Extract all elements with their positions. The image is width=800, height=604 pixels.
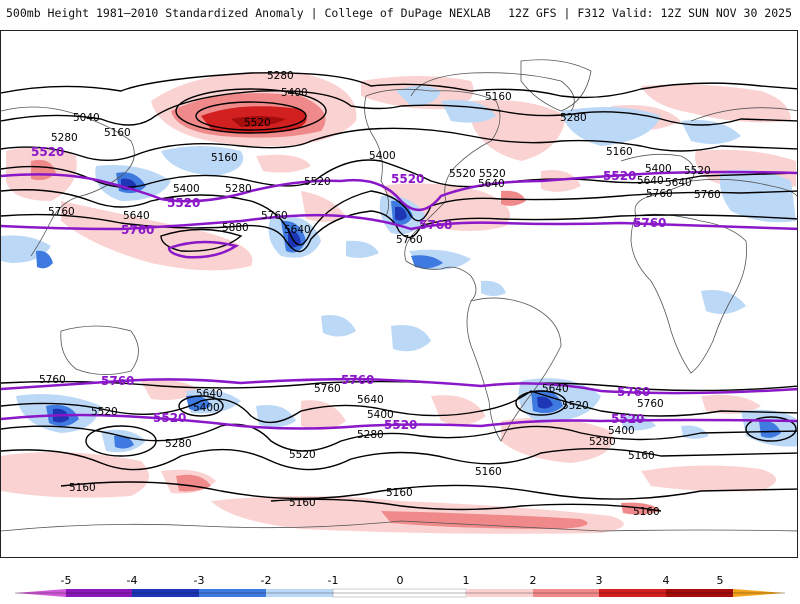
contour-label: 5760 bbox=[637, 398, 664, 410]
key-contour-label: 5520 bbox=[384, 418, 417, 432]
contour-label: 5520 bbox=[289, 449, 316, 461]
contour-label: 5160 bbox=[628, 450, 655, 462]
contour-label: 5640 bbox=[542, 383, 569, 395]
colorbar-tick: -1 bbox=[328, 574, 339, 587]
contour-label: 5400 bbox=[369, 150, 396, 162]
contour-label: 5760 bbox=[261, 210, 288, 222]
colorbar: -5 -4 -3 -2 -1 0 1 2 3 4 5 bbox=[0, 560, 800, 600]
map-title: 500mb Height 1981–2010 Standardized Anom… bbox=[6, 6, 491, 20]
contour-label: 5280 bbox=[560, 112, 587, 124]
contour-label: 5640 bbox=[357, 394, 384, 406]
contour-label: 5400 bbox=[645, 163, 672, 175]
contour-label: 5520 bbox=[91, 406, 118, 418]
contour-label: 5280 bbox=[51, 132, 78, 144]
contour-label: 5760 bbox=[39, 374, 66, 386]
contour-label: 5400 bbox=[173, 183, 200, 195]
colorbar-tick: 5 bbox=[717, 574, 724, 587]
colorbar-tick: 2 bbox=[530, 574, 537, 587]
contour-label: 5520 bbox=[304, 176, 331, 188]
contour-label: 5640 bbox=[637, 175, 664, 187]
contour-label: 5760 bbox=[396, 234, 423, 246]
key-contour-label: 5760 bbox=[419, 218, 452, 232]
contour-label: 5280 bbox=[357, 429, 384, 441]
colorbar-tick: 4 bbox=[663, 574, 670, 587]
colorbar-tick: 3 bbox=[596, 574, 603, 587]
contour-label: 5760 bbox=[694, 189, 721, 201]
contour-label: 5160 bbox=[211, 152, 238, 164]
key-contour-label: 5760 bbox=[101, 374, 134, 388]
contour-label: 5640 bbox=[665, 177, 692, 189]
contour-label: 5040 bbox=[73, 112, 100, 124]
key-contours bbox=[1, 170, 797, 430]
colorbar-tick: -3 bbox=[194, 574, 205, 587]
coastlines bbox=[1, 59, 797, 532]
contour-label: 5640 bbox=[196, 388, 223, 400]
contour-label: 5400 bbox=[281, 87, 308, 99]
contour-label: 5160 bbox=[289, 497, 316, 509]
colorbar-tick: 0 bbox=[397, 574, 404, 587]
key-contour-label: 5520 bbox=[31, 145, 64, 159]
colorbar-swatches bbox=[15, 588, 785, 598]
colorbar-tick: -4 bbox=[127, 574, 138, 587]
contour-label: 5640 bbox=[123, 210, 150, 222]
contour-label: 5160 bbox=[386, 487, 413, 499]
contour-label: 5760 bbox=[314, 383, 341, 395]
key-contour-label: 5760 bbox=[617, 385, 650, 399]
contour-label: 5760 bbox=[646, 188, 673, 200]
contour-label: 5400 bbox=[608, 425, 635, 437]
colorbar-tick: -5 bbox=[61, 574, 72, 587]
contour-label: 5640 bbox=[478, 178, 505, 190]
height-contours bbox=[1, 72, 797, 512]
colorbar-tick: -2 bbox=[261, 574, 272, 587]
key-contour-label: 5520 bbox=[391, 172, 424, 186]
contour-label: 5880 bbox=[222, 222, 249, 234]
contour-label: 5160 bbox=[104, 127, 131, 139]
contour-label: 5160 bbox=[69, 482, 96, 494]
contour-label: 5160 bbox=[475, 466, 502, 478]
contour-label: 5520 bbox=[244, 117, 271, 129]
contour-label: 5760 bbox=[48, 206, 75, 218]
contour-label: 5400 bbox=[193, 402, 220, 414]
contour-label: 5160 bbox=[633, 506, 660, 518]
contour-label: 5280 bbox=[267, 70, 294, 82]
contour-label: 5520 bbox=[562, 400, 589, 412]
contour-label: 5520 bbox=[449, 168, 476, 180]
contour-label: 5640 bbox=[284, 224, 311, 236]
colorbar-tick: 1 bbox=[463, 574, 470, 587]
contour-label: 5160 bbox=[606, 146, 633, 158]
key-contour-label: 5520 bbox=[167, 196, 200, 210]
anomaly-map: 5280 5400 5520 5160 5040 5160 5280 5160 … bbox=[0, 30, 798, 558]
contour-label: 5520 bbox=[684, 165, 711, 177]
key-contour-label: 5520 bbox=[603, 169, 636, 183]
key-contour-label: 5520 bbox=[611, 412, 644, 426]
model-run-info: 12Z GFS | F312 Valid: 12Z SUN NOV 30 202… bbox=[508, 6, 792, 20]
key-contour-label: 5760 bbox=[633, 216, 666, 230]
key-contour-label: 5760 bbox=[341, 373, 374, 387]
contour-label: 5280 bbox=[225, 183, 252, 195]
contour-label: 5520 bbox=[479, 168, 506, 180]
contour-label: 5160 bbox=[485, 91, 512, 103]
contour-label: 5400 bbox=[367, 409, 394, 421]
key-contour-label: 5760 bbox=[121, 223, 154, 237]
key-contour-label: 5520 bbox=[153, 411, 186, 425]
contour-label: 5280 bbox=[165, 438, 192, 450]
contour-label: 5280 bbox=[589, 436, 616, 448]
